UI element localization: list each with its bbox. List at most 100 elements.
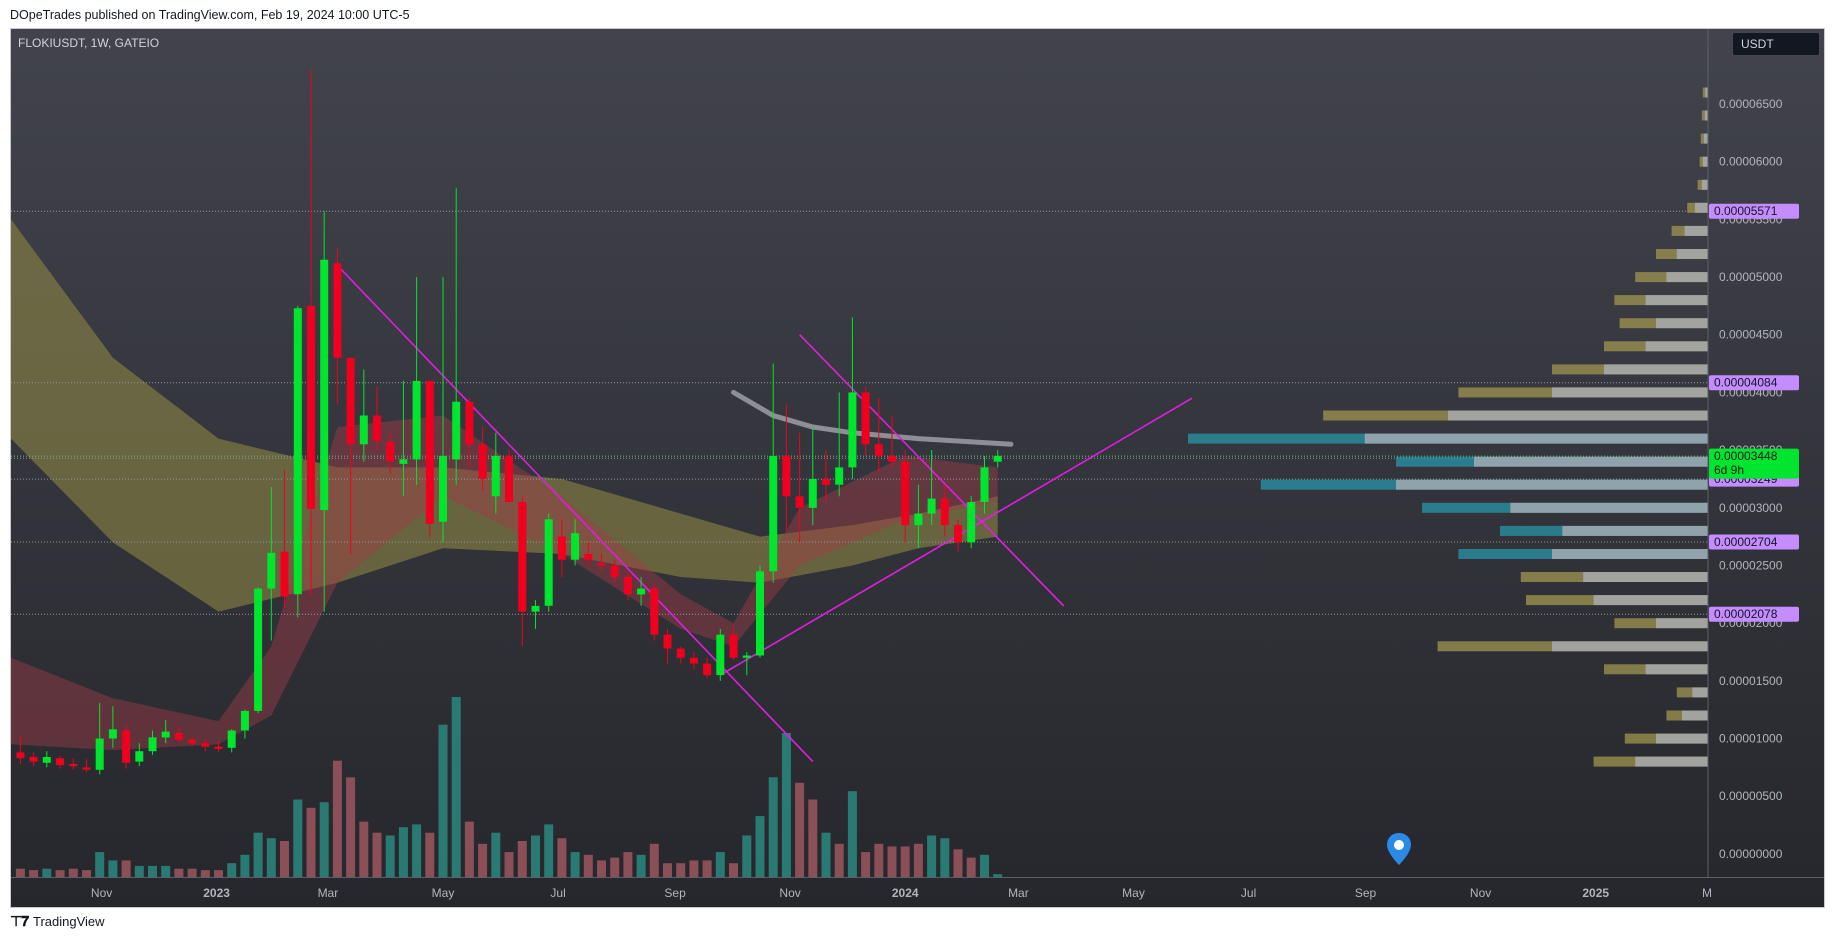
y-tick-label: 0.00002500 (1719, 559, 1783, 573)
footer-brand[interactable]: TradingView (32, 914, 105, 929)
candle (148, 730, 157, 755)
candle-body (386, 442, 395, 462)
candle-body (954, 525, 962, 543)
volume-bar (29, 870, 39, 877)
volume-bar (729, 863, 738, 877)
candle (399, 380, 408, 497)
volume-profile-bar-inner (1666, 272, 1708, 283)
volume-bar (953, 849, 963, 877)
volume-bar (623, 852, 633, 877)
y-tick-label: 0.00006500 (1719, 97, 1783, 111)
volume-bar (425, 832, 435, 877)
candle-body (756, 571, 764, 656)
currency-button[interactable]: USDT (1732, 32, 1820, 56)
volume-bar (993, 874, 1003, 877)
candle (201, 739, 210, 752)
candle (267, 487, 276, 641)
candle-body (703, 663, 712, 676)
candle-body (689, 657, 698, 664)
candle-body (425, 380, 434, 524)
level-price-label: 0.00002078 (1709, 606, 1799, 622)
candle (663, 628, 672, 664)
level-price-label-text: 0.00002704 (1714, 535, 1778, 549)
candle (954, 519, 962, 552)
candle-body (174, 732, 183, 740)
candle-body (822, 479, 830, 485)
candle (795, 432, 804, 543)
candle (742, 652, 751, 676)
candle (227, 729, 236, 753)
level-price-label-bg (1709, 534, 1799, 550)
candle-body (716, 634, 725, 676)
volume-bar (174, 868, 184, 877)
volume-bar (121, 860, 131, 877)
candle-body (518, 502, 527, 612)
volume-profile-bar-inner (1552, 549, 1708, 559)
y-tick-label: 0.00003000 (1719, 501, 1783, 515)
candle (544, 513, 553, 612)
candle (307, 69, 315, 596)
candle-body (610, 565, 619, 577)
location-pin-icon[interactable] (1386, 832, 1412, 866)
level-price-label-bg (1709, 375, 1799, 391)
candle-body (478, 444, 487, 479)
volume-bar (544, 824, 554, 877)
x-tick-label: Sep (1355, 886, 1377, 900)
tradingview-logo-icon[interactable]: ⊤𝟕 (10, 913, 29, 929)
candle-body (901, 461, 910, 526)
candle-body (769, 455, 778, 572)
volume-profile-bar-inner (1684, 225, 1708, 236)
candle (108, 706, 117, 748)
level-price-label: 0.00004084 (1709, 375, 1799, 391)
candle-body (544, 519, 553, 606)
candle (412, 277, 421, 485)
candle-body (729, 634, 738, 658)
candle (623, 571, 632, 601)
candle-body (333, 263, 342, 358)
volume-bar (808, 799, 818, 877)
candle (42, 751, 51, 768)
candle-body (795, 496, 804, 508)
candle (95, 702, 104, 775)
y-tick-label: 0.00005000 (1719, 270, 1783, 284)
y-tick-label: 0.00000500 (1719, 789, 1783, 803)
candle (214, 740, 223, 753)
candle-body (214, 746, 223, 749)
candle (637, 577, 646, 606)
chart-canvas[interactable]: 0.000065000.000060000.000055000.00005000… (11, 29, 1824, 907)
candle (373, 386, 381, 451)
volume-bar (755, 816, 765, 877)
volume-profile-bar-inner (1701, 179, 1708, 190)
candle-body (571, 533, 580, 560)
volume-bar (412, 824, 422, 877)
candle-body (148, 737, 157, 752)
candle (518, 496, 527, 647)
candle (161, 720, 170, 744)
volume-bar (200, 870, 210, 877)
candle (386, 432, 395, 474)
x-tick-label: Nov (1470, 886, 1491, 900)
volume-bar (464, 821, 474, 877)
x-tick-label: May (432, 886, 455, 900)
candle (240, 709, 249, 739)
candle-body (359, 415, 368, 445)
x-tick-label: 2025 (1582, 886, 1609, 900)
candle (254, 587, 263, 714)
candle-body (861, 392, 870, 445)
volume-profile-bar-inner (1474, 456, 1708, 467)
volume-bar (306, 807, 316, 877)
candle-body (373, 415, 381, 441)
candle (320, 211, 329, 612)
volume-profile-bar-inner (1396, 479, 1708, 490)
candle-body (346, 357, 355, 445)
candle-body (56, 758, 65, 766)
candle (716, 628, 725, 681)
volume-profile-bar-inner (1552, 387, 1708, 398)
volume-bar (781, 733, 791, 877)
candle (584, 542, 593, 566)
volume-bar (55, 870, 65, 877)
candle (927, 450, 936, 526)
volume-bar (332, 760, 342, 877)
symbol-info[interactable]: FLOKIUSDT, 1W, GATEIO (18, 36, 160, 50)
candle (69, 758, 78, 770)
